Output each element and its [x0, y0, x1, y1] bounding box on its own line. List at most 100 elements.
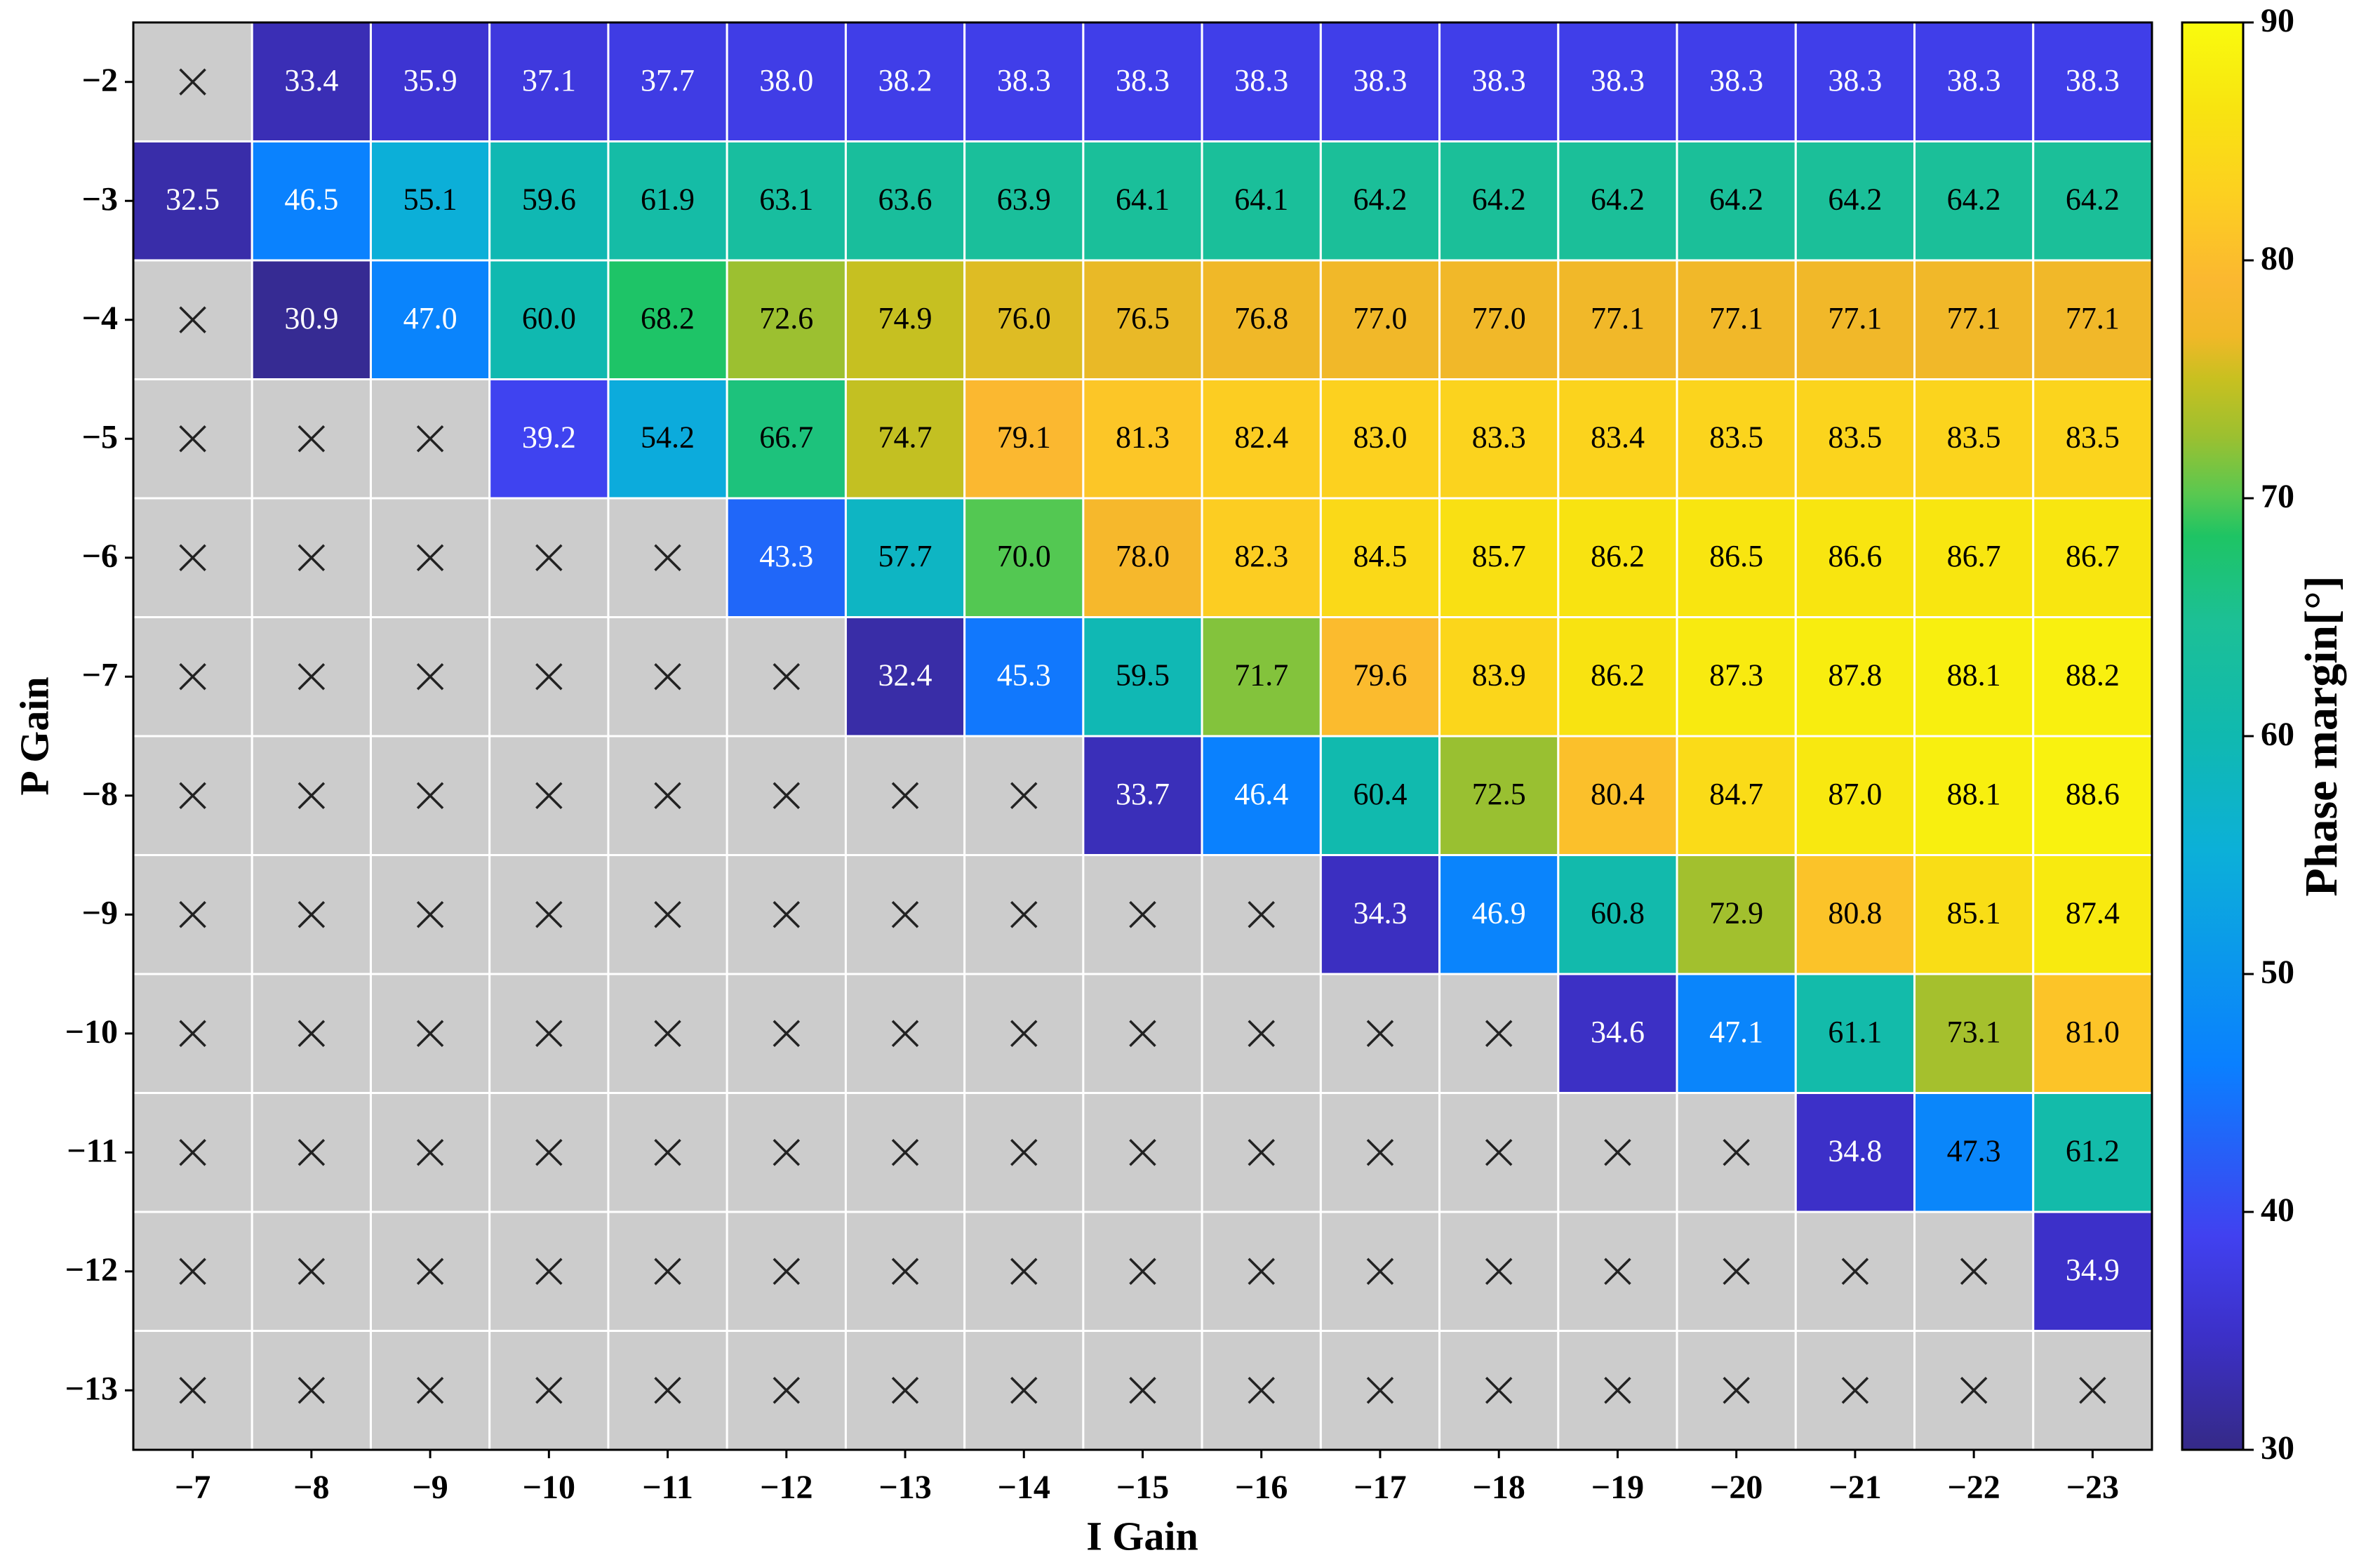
missing-marker: [1723, 1377, 1750, 1404]
y-tick-label: −5: [82, 418, 118, 455]
cell-label: 85.1: [1947, 895, 2001, 930]
y-axis-title: P Gain: [11, 676, 57, 795]
heat-cell: [1794, 1092, 1916, 1213]
x-tick-label: −7: [175, 1469, 210, 1506]
cell-label: 84.7: [1709, 777, 1763, 811]
cell-label: 77.1: [1591, 301, 1645, 335]
missing-marker: [1248, 1020, 1275, 1047]
cell-label: 77.1: [1709, 301, 1763, 335]
cell-label: 38.3: [2066, 63, 2120, 98]
cell-label: 64.2: [1828, 182, 1882, 216]
missing-marker: [654, 663, 681, 691]
cell-label: 64.2: [1353, 182, 1407, 216]
cell-label: 39.2: [522, 420, 576, 454]
missing-marker: [773, 901, 801, 928]
missing-marker: [179, 1258, 206, 1285]
heat-cell: [369, 21, 491, 142]
cell-label: 74.7: [878, 420, 932, 454]
missing-marker: [298, 1139, 326, 1166]
y-tick-label: −13: [65, 1370, 118, 1407]
colorbar-tick-label: 60: [2261, 716, 2294, 753]
heat-cell: [1557, 378, 1678, 500]
cell-label: 47.0: [403, 301, 457, 335]
heat-cell: [1201, 497, 1322, 618]
cell-label: 68.2: [641, 301, 695, 335]
missing-marker: [416, 1258, 444, 1285]
x-tick-label: −9: [412, 1469, 448, 1506]
missing-marker: [416, 1139, 444, 1166]
x-tick-label: −10: [523, 1469, 575, 1506]
cell-label: 87.0: [1828, 777, 1882, 811]
missing-marker: [1129, 1139, 1156, 1166]
missing-marker: [179, 425, 206, 453]
missing-marker: [535, 1139, 563, 1166]
cell-label: 63.9: [997, 182, 1051, 216]
heat-cell: [488, 378, 610, 500]
colorbar: [2181, 21, 2245, 1451]
missing-marker: [891, 782, 919, 809]
heat-cell: [1913, 854, 2035, 975]
heat-cell: [2032, 497, 2153, 618]
cell-label: 38.3: [1828, 63, 1882, 98]
heat-cell: [1676, 497, 1797, 618]
heat-cell: [1438, 21, 1560, 142]
cell-label: 70.0: [997, 539, 1051, 573]
colorbar-tick-label: 40: [2261, 1192, 2294, 1229]
missing-marker: [416, 901, 444, 928]
cell-label: 47.1: [1709, 1015, 1763, 1049]
heat-cell: [2032, 21, 2153, 142]
cell-label: 37.1: [522, 63, 576, 98]
cell-label: 79.6: [1353, 658, 1407, 692]
missing-marker: [179, 663, 206, 691]
heat-cell: [607, 378, 728, 500]
cell-label: 63.1: [759, 182, 813, 216]
cell-label: 59.6: [522, 182, 576, 216]
heat-cell: [1438, 378, 1560, 500]
cell-label: 83.5: [1828, 420, 1882, 454]
missing-marker: [1485, 1139, 1513, 1166]
cell-label: 76.5: [1116, 301, 1170, 335]
cell-label: 87.3: [1709, 658, 1763, 692]
missing-marker: [1010, 1020, 1038, 1047]
missing-marker: [416, 1020, 444, 1047]
heat-cell: [1913, 21, 2035, 142]
cell-label: 46.9: [1472, 895, 1526, 930]
missing-marker: [1723, 1258, 1750, 1285]
cell-label: 82.4: [1234, 420, 1288, 454]
cell-label: 64.2: [1709, 182, 1763, 216]
heat-cell: [1319, 616, 1441, 738]
missing-marker: [1248, 1377, 1275, 1404]
missing-marker: [1604, 1258, 1631, 1285]
missing-marker: [535, 1020, 563, 1047]
cell-label: 46.5: [284, 182, 338, 216]
missing-marker: [535, 901, 563, 928]
heat-cell: [1794, 21, 1916, 142]
missing-marker: [1248, 1139, 1275, 1166]
x-tick-label: −16: [1235, 1469, 1288, 1506]
cell-label: 61.9: [641, 182, 695, 216]
cell-label: 34.6: [1591, 1015, 1645, 1049]
missing-marker: [1366, 1020, 1394, 1047]
cell-label: 86.7: [1947, 539, 2001, 573]
cell-label: 63.6: [878, 182, 932, 216]
cell-label: 83.3: [1472, 420, 1526, 454]
cell-label: 38.0: [759, 63, 813, 98]
cell-label: 83.4: [1591, 420, 1645, 454]
colorbar-tick-label: 30: [2261, 1429, 2294, 1467]
heat-cell: [1676, 854, 1797, 975]
heat-cell: [1201, 140, 1322, 262]
missing-marker: [535, 663, 563, 691]
cell-label: 83.5: [1709, 420, 1763, 454]
cell-label: 57.7: [878, 539, 932, 573]
heat-cell: [726, 140, 847, 262]
cell-label: 38.3: [1591, 63, 1645, 98]
heat-cell: [1082, 735, 1203, 856]
missing-marker: [416, 544, 444, 571]
cell-label: 86.7: [2066, 539, 2120, 573]
missing-marker: [1248, 1258, 1275, 1285]
x-tick-label: −17: [1353, 1469, 1406, 1506]
heat-cell: [1676, 973, 1797, 1094]
cell-label: 54.2: [641, 420, 695, 454]
missing-marker: [654, 1139, 681, 1166]
